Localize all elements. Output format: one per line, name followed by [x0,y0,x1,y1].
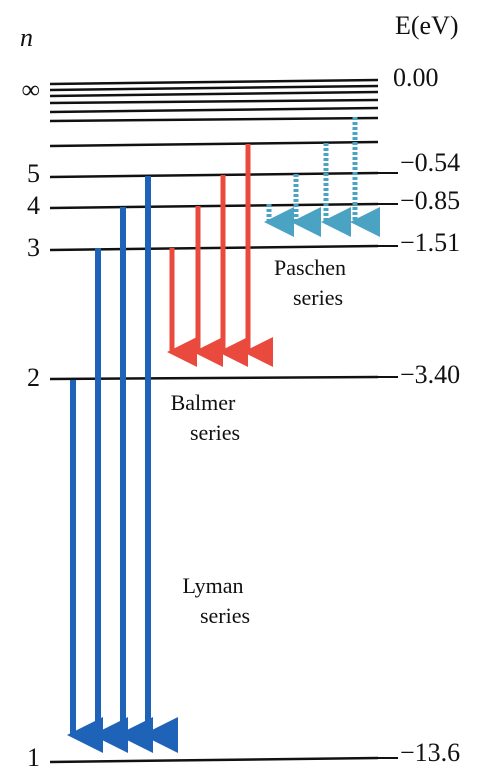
level-n: 2 [27,363,40,392]
continuum-lines [49,78,379,764]
n-header: n [20,23,33,52]
level-energy: 0.00 [393,63,439,92]
level-n: 5 [27,159,40,188]
label-dashes [378,172,398,759]
level-n: ∞ [21,75,40,104]
series-label: Balmer [171,390,236,415]
level-n: 3 [27,233,40,262]
series-label: series [293,285,343,310]
balmer-arrows [167,144,273,367]
paschen-arrows [264,117,380,237]
level-energy: −1.51 [400,228,460,257]
energy-header: E(eV) [395,11,459,40]
level-energy: −13.6 [400,738,460,766]
level-energy: −3.40 [400,360,460,389]
series-label: Paschen [274,255,346,280]
level-n: 4 [27,191,40,220]
level-n: 1 [27,743,40,766]
series-label: Lyman [182,573,243,598]
lyman-arrows [67,176,178,753]
level-energy: −0.54 [400,148,460,177]
series-label: series [200,603,250,628]
level-energy: −0.85 [400,186,460,215]
series-label: series [190,420,240,445]
